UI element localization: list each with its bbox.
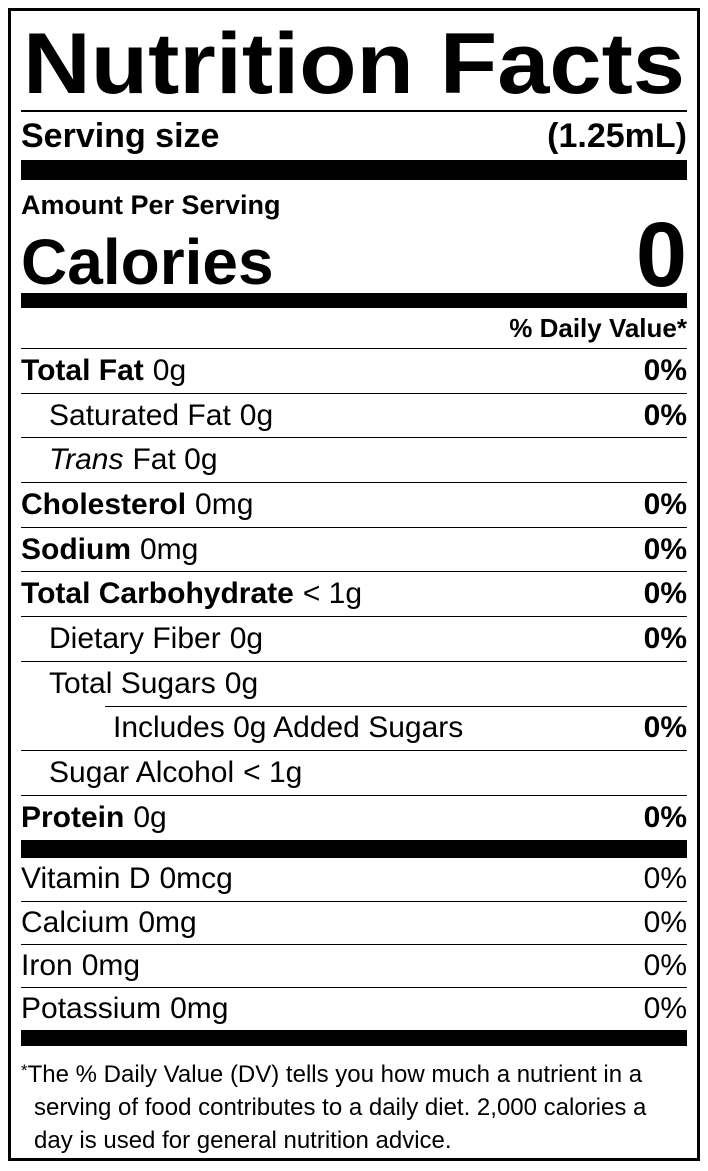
- micronutrient-row-vitamin-d: Vitamin D 0mcg 0%: [21, 858, 687, 901]
- nutrient-amount: 0g: [133, 800, 167, 834]
- nutrient-dv: 0%: [643, 532, 687, 566]
- nutrient-amount: 0g: [239, 398, 274, 432]
- nutrient-row-cholesterol: Cholesterol 0mg 0%: [21, 482, 687, 527]
- daily-value-header: % Daily Value*: [509, 312, 687, 343]
- title-section: Nutrition Facts: [21, 11, 687, 112]
- separator-bar-thick: [21, 160, 687, 180]
- nutrient-amount: 0mg: [81, 948, 141, 982]
- nutrient-dv: 0%: [643, 353, 687, 387]
- amount-per-serving-label: Amount Per Serving: [21, 190, 281, 220]
- nutrient-amount: < 1g: [243, 756, 303, 790]
- nutrient-row-total-carbohydrate: Total Carbohydrate < 1g 0%: [21, 571, 687, 616]
- nutrient-row-protein: Protein 0g 0%: [21, 794, 687, 840]
- footnote-text: The % Daily Value (DV) tells you how muc…: [27, 1060, 647, 1154]
- separator-bar-thick: [21, 1029, 687, 1046]
- nutrient-name: Iron: [21, 948, 73, 982]
- nutrient-name: Sugar Alcohol: [49, 756, 235, 790]
- nutrient-dv: 0%: [643, 577, 687, 611]
- nutrient-name: Saturated Fat: [49, 398, 231, 432]
- micronutrient-row-iron: Iron 0mg 0%: [21, 943, 687, 987]
- nutrient-row-sugar-alcohol: Sugar Alcohol < 1g: [21, 750, 687, 795]
- footnote-asterisk: *: [21, 1060, 28, 1080]
- nutrient-name: Potassium: [21, 991, 162, 1025]
- nutrient-dv: 0%: [643, 621, 687, 655]
- nutrient-name: Dietary Fiber: [49, 621, 221, 655]
- nutrient-name: Total Carbohydrate: [21, 577, 294, 611]
- nutrient-row-added-sugars: Includes 0g Added Sugars 0%: [21, 705, 687, 751]
- nutrient-name: Protein: [21, 800, 125, 834]
- nutrient-amount: 0g: [229, 621, 264, 655]
- nutrient-amount: 0mg: [138, 905, 197, 939]
- calories-value: 0: [635, 203, 687, 306]
- nutrient-dv: 0%: [643, 487, 687, 521]
- footnote: *The % Daily Value (DV) tells you how mu…: [21, 1046, 687, 1157]
- nutrient-name: Includes 0g Added Sugars: [113, 710, 464, 744]
- nutrient-amount: 0g: [224, 666, 259, 700]
- nutrient-name: Sodium: [21, 532, 131, 566]
- nutrient-amount: 0mcg: [159, 862, 233, 896]
- nutrient-name: Total Fat: [21, 353, 144, 387]
- serving-size-label: Serving size: [21, 116, 220, 155]
- nutrient-dv: 0%: [643, 862, 687, 896]
- title-graphic: Nutrition Facts: [23, 16, 685, 109]
- nutrient-amount: 0mg: [170, 991, 229, 1025]
- nutrition-facts-label: Nutrition Facts Serving size (1.25mL) Am…: [8, 8, 700, 1161]
- nutrient-amount: Fat 0g: [132, 443, 218, 477]
- nutrient-name: Trans: [49, 443, 124, 477]
- nutrient-dv: 0%: [643, 991, 687, 1025]
- label-title: Nutrition Facts: [23, 16, 685, 109]
- nutrient-row-dietary-fiber: Dietary Fiber 0g 0%: [21, 616, 687, 661]
- nutrient-name: Calcium: [21, 905, 130, 939]
- nutrient-amount: 0mg: [195, 487, 254, 521]
- nutrient-row-saturated-fat: Saturated Fat 0g 0%: [21, 392, 687, 438]
- nutrient-name: Vitamin D: [21, 862, 151, 896]
- calories-row: Calories 0: [21, 203, 687, 306]
- calories-label: Calories: [21, 226, 274, 299]
- nutrient-row-sodium: Sodium 0mg 0%: [21, 526, 687, 572]
- nutrient-amount: 0g: [152, 353, 187, 387]
- serving-size-value: (1.25mL): [547, 116, 687, 155]
- nutrient-name: Total Sugars: [49, 666, 216, 700]
- separator-bar-medium: [21, 293, 687, 308]
- nutrient-name: Cholesterol: [21, 487, 187, 521]
- nutrient-row-total-sugars: Total Sugars 0g: [21, 660, 687, 706]
- nutrient-amount: 0mg: [140, 532, 199, 566]
- nutrient-row-total-fat: Total Fat 0g 0%: [21, 348, 687, 393]
- micronutrient-row-calcium: Calcium 0mg 0%: [21, 900, 687, 944]
- nutrient-row-trans-fat: Trans Fat 0g: [21, 437, 687, 482]
- serving-size-row: Serving size (1.25mL): [21, 112, 687, 160]
- nutrient-dv: 0%: [643, 710, 687, 744]
- nutrient-amount: < 1g: [302, 577, 363, 611]
- nutrient-dv: 0%: [643, 800, 687, 834]
- nutrient-dv: 0%: [643, 398, 687, 432]
- separator-bar-thick: [21, 839, 687, 858]
- micronutrient-row-potassium: Potassium 0mg 0%: [21, 986, 687, 1030]
- nutrient-dv: 0%: [643, 948, 687, 982]
- nutrient-dv: 0%: [643, 905, 687, 939]
